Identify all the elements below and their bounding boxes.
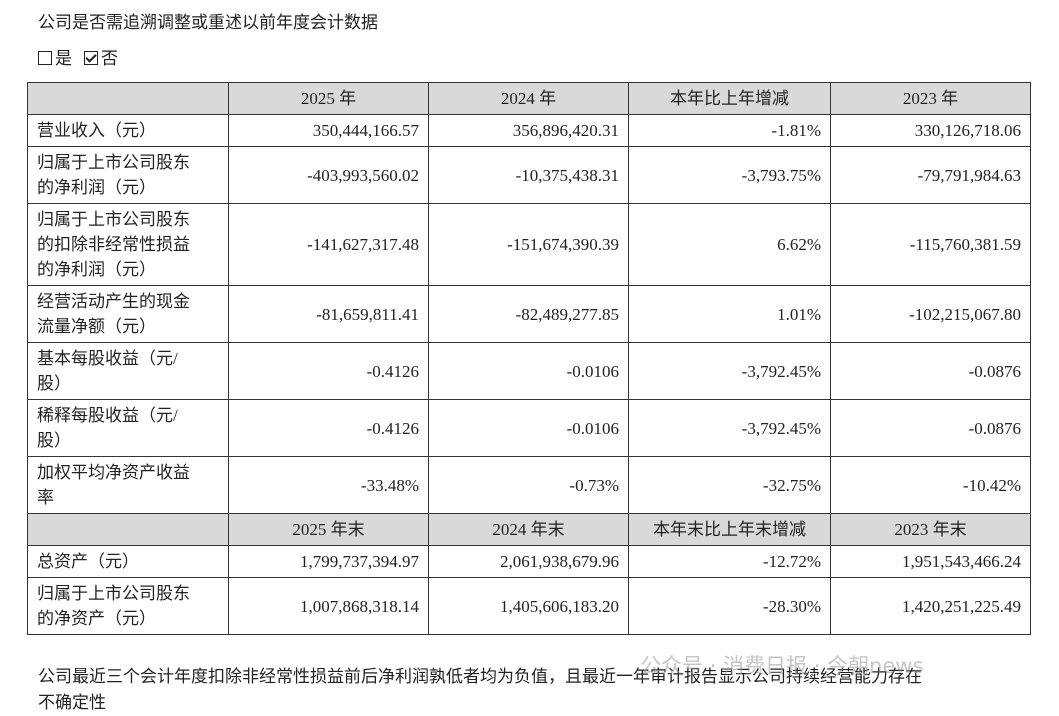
row-label-line: 股） xyxy=(37,374,71,393)
checkbox-label: 否 xyxy=(101,49,118,68)
checkbox xyxy=(38,51,52,65)
header-cell xyxy=(27,82,229,115)
checkboxes: 是否 xyxy=(38,46,118,71)
value-cell: -0.0106 xyxy=(428,399,629,457)
table-row: 归属于上市公司股东 的净资产（元） 1,007,868,318.14 1,405,60… xyxy=(27,577,1031,635)
value-cell: 1,799,737,394.97 xyxy=(228,545,429,578)
table-row: 加权平均净资产收益率 -33.48% -0.73% -32.75% -10.42% xyxy=(27,456,1031,514)
checkbox-label: 是 xyxy=(55,49,72,68)
value-cell: -0.0106 xyxy=(428,342,629,400)
value-cell: 2,061,938,679.96 xyxy=(428,545,629,578)
row-label: 归属于上市公司股东 的净资产（元） xyxy=(27,577,229,635)
row-label: 归属于上市公司股东 的扣除非经常性损益 的净利润（元） xyxy=(27,203,229,286)
value-cell: -28.30% xyxy=(628,577,831,635)
header-row: 2025 年末 2024 年末 本年末比上年末增减 2023 年末 xyxy=(27,513,1031,546)
value-cell: -141,627,317.48 xyxy=(228,203,429,286)
value-cell: 1,420,251,225.49 xyxy=(830,577,1031,635)
checkbox-item: 否 xyxy=(84,46,118,71)
row-label-line: 归属于上市公司股东 xyxy=(37,584,190,603)
value-cell: -3,792.45% xyxy=(628,342,831,400)
table-row: 稀释每股收益（元/股） -0.4126 -0.0106 -3,792.45% -0.08… xyxy=(27,399,1031,457)
value-cell: 356,896,420.31 xyxy=(428,114,629,147)
value-cell: -0.0876 xyxy=(830,342,1031,400)
value-cell: 6.62% xyxy=(628,203,831,286)
value-cell: -33.48% xyxy=(228,456,429,514)
footnote: 公司最近三个会计年度扣除非经常性损益前后净利润孰低者均为负值，且最近一年审计报告… xyxy=(38,664,922,716)
header-cell: 2023 年末 xyxy=(830,513,1031,546)
watermark: 公众号 · 消费日报 · 今朝news xyxy=(640,654,924,678)
row-label-line: 加权平均净资产收益 xyxy=(37,463,190,482)
table-row: 归属于上市公司股东 的扣除非经常性损益 的净利润（元） -141,627,317.48… xyxy=(27,203,1031,286)
value-cell: -0.0876 xyxy=(830,399,1031,457)
value-cell: -115,760,381.59 xyxy=(830,203,1031,286)
row-label-line: 流量净额（元） xyxy=(37,317,156,336)
value-cell: -32.75% xyxy=(628,456,831,514)
row-label-line: 股） xyxy=(37,431,71,450)
row-label-line: 稀释每股收益（元/ xyxy=(37,406,178,425)
value-cell: -0.4126 xyxy=(228,342,429,400)
row-label-line: 率 xyxy=(37,488,54,507)
header-cell: 2024 年末 xyxy=(428,513,629,546)
table-row: 经营活动产生的现金 流量净额（元） -81,659,811.41 -82,489,27… xyxy=(27,285,1031,343)
header-row: 2025 年 2024 年本年比上年增减 2023 年 xyxy=(27,82,1031,115)
value-cell: -403,993,560.02 xyxy=(228,146,429,204)
header-cell xyxy=(27,513,229,546)
header-cell: 本年末比上年末增减 xyxy=(628,513,831,546)
header-cell: 本年比上年增减 xyxy=(628,82,831,115)
header-cell: 2025 年 xyxy=(228,82,429,115)
data-table: 2025 年 2024 年本年比上年增减 2023 年营业收入（元） 350,444,… xyxy=(27,82,1031,635)
value-cell: -3,793.75% xyxy=(628,146,831,204)
value-cell: -151,674,390.39 xyxy=(428,203,629,286)
value-cell: 1,007,868,318.14 xyxy=(228,577,429,635)
row-label: 营业收入（元） xyxy=(27,114,229,147)
row-label: 归属于上市公司股东 的净利润（元） xyxy=(27,146,229,204)
value-cell: 330,126,718.06 xyxy=(830,114,1031,147)
row-label: 总资产（元） xyxy=(27,545,229,578)
row-label: 加权平均净资产收益率 xyxy=(27,456,229,514)
value-cell: 1.01% xyxy=(628,285,831,343)
row-label-line: 的净资产（元） xyxy=(37,609,156,628)
row-label: 基本每股收益（元/股） xyxy=(27,342,229,400)
value-cell: -81,659,811.41 xyxy=(228,285,429,343)
row-label-line: 归属于上市公司股东 xyxy=(37,210,190,229)
value-cell: -0.4126 xyxy=(228,399,429,457)
checkbox xyxy=(84,51,98,65)
row-label-line: 营业收入（元） xyxy=(37,121,156,140)
row-label: 经营活动产生的现金 流量净额（元） xyxy=(27,285,229,343)
table-row: 总资产（元） 1,799,737,394.97 2,061,938,679.96 -1… xyxy=(27,545,1031,578)
value-cell: -82,489,277.85 xyxy=(428,285,629,343)
row-label-line: 经营活动产生的现金 xyxy=(37,292,190,311)
value-cell: -79,791,984.63 xyxy=(830,146,1031,204)
value-cell: -1.81% xyxy=(628,114,831,147)
row-label-line: 的净利润（元） xyxy=(37,260,156,279)
row-label-line: 归属于上市公司股东 xyxy=(37,153,190,172)
value-cell: -12.72% xyxy=(628,545,831,578)
table-row: 营业收入（元） 350,444,166.57 356,896,420.31 -1.81… xyxy=(27,114,1031,147)
value-cell: -10,375,438.31 xyxy=(428,146,629,204)
value-cell: 350,444,166.57 xyxy=(228,114,429,147)
checkbox-item: 是 xyxy=(38,46,72,71)
table-row: 基本每股收益（元/股） -0.4126 -0.0106 -3,792.45% -0.08… xyxy=(27,342,1031,400)
value-cell: -102,215,067.80 xyxy=(830,285,1031,343)
header-cell: 2024 年 xyxy=(428,82,629,115)
value-cell: -0.73% xyxy=(428,456,629,514)
footnote-line: 公司最近三个会计年度扣除非经常性损益前后净利润孰低者均为负值，且最近一年审计报告… xyxy=(38,667,922,686)
row-label-line: 基本每股收益（元/ xyxy=(37,349,178,368)
row-label-line: 的净利润（元） xyxy=(37,178,156,197)
header-cell: 2023 年 xyxy=(830,82,1031,115)
row-label-line: 总资产（元） xyxy=(37,552,139,571)
row-label: 稀释每股收益（元/股） xyxy=(27,399,229,457)
value-cell: -10.42% xyxy=(830,456,1031,514)
footnote-line: 不确定性 xyxy=(38,693,106,712)
header-cell: 2025 年末 xyxy=(228,513,429,546)
table-row: 归属于上市公司股东 的净利润（元） -403,993,560.02 -10,375,4… xyxy=(27,146,1031,204)
value-cell: -3,792.45% xyxy=(628,399,831,457)
value-cell: 1,405,606,183.20 xyxy=(428,577,629,635)
row-label-line: 的扣除非经常性损益 xyxy=(37,235,190,254)
title: 公司是否需追溯调整或重述以前年度会计数据 xyxy=(38,13,378,32)
value-cell: 1,951,543,466.24 xyxy=(830,545,1031,578)
